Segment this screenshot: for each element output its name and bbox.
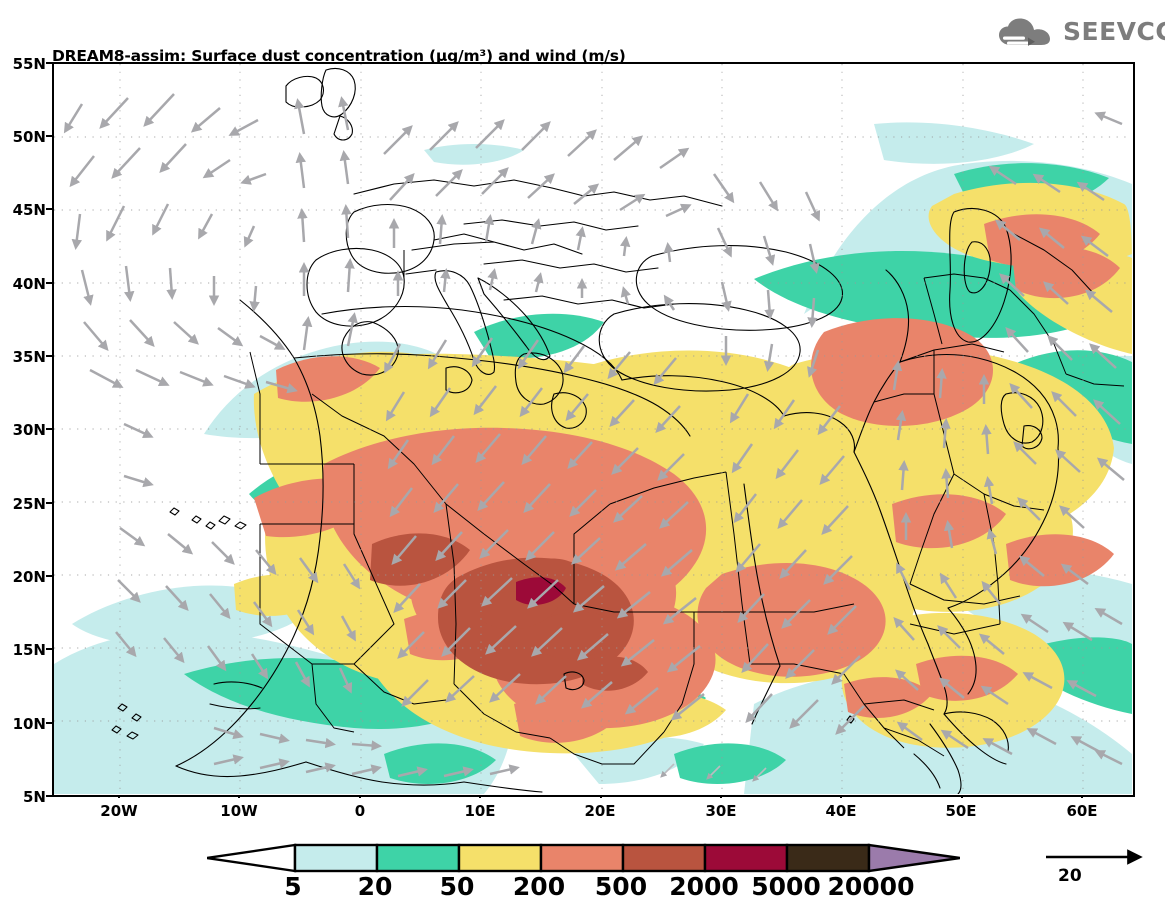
x-tick-label: 10E [464,802,496,820]
x-tick-label: 40E [825,802,857,820]
y-tick-label: 55N [12,55,46,73]
y-tick-label: 40N [12,275,46,293]
colorbar-tick-label: 5000 [751,872,821,901]
wind-scale-reference [1040,846,1150,892]
colorbar-cell-50 [457,843,543,873]
x-tick-label: 60E [1066,802,1098,820]
x-tick-label: 0 [354,802,366,820]
header: DREAM8-assim: Surface dust concentration… [0,0,1165,123]
x-tick-label: 20E [584,802,616,820]
colorbar-tick-label: 5 [284,872,302,901]
colorbar-tick-label: 20 [357,872,393,901]
y-tick-label: 5N [23,788,46,806]
colorbar-over-wedge [867,843,961,873]
wind-scale-value: 20 [1058,866,1082,886]
colorbar-cell-5000 [785,843,871,873]
colorbar [206,843,961,873]
dust-concentration-map[interactable] [52,62,1135,797]
logo-text: SEEVCCC [1063,17,1165,46]
y-tick-label: 15N [12,641,46,659]
cloud-wind-icon [997,18,1059,54]
wind-vector-field [63,93,1125,778]
x-tick-label: 50E [945,802,977,820]
x-tick-label: 30E [705,802,737,820]
colorbar-under-wedge [206,843,297,873]
colorbar-tick-label: 50 [439,872,475,901]
x-tick-label: 20W [100,802,138,820]
colorbar-tick-label: 20000 [827,872,915,901]
y-tick-label: 45N [12,201,46,219]
y-tick-label: 25N [12,495,46,513]
colorbar-tick-label: 500 [594,872,648,901]
y-tick-label: 30N [12,421,46,439]
colorbar-cell-200 [539,843,625,873]
y-tick-label: 50N [12,128,46,146]
seevccc-logo: SEEVCCC [997,16,1165,54]
map-canvas [54,64,1132,794]
colorbar-labels: 5 20 50 200 500 2000 5000 20000 [150,872,1050,902]
colorbar-cell-20 [375,843,461,873]
colorbar-cell-5 [293,843,379,873]
y-tick-label: 10N [12,715,46,733]
colorbar-cell-500 [621,843,707,873]
chart-title-line1: DREAM8-assim: Surface dust concentration… [52,47,626,65]
x-tick-label: 10W [220,802,258,820]
colorbar-tick-label: 2000 [669,872,739,901]
y-tick-label: 35N [12,348,46,366]
colorbar-cell-2000 [703,843,789,873]
colorbar-tick-label: 200 [512,872,566,901]
y-tick-label: 20N [12,568,46,586]
